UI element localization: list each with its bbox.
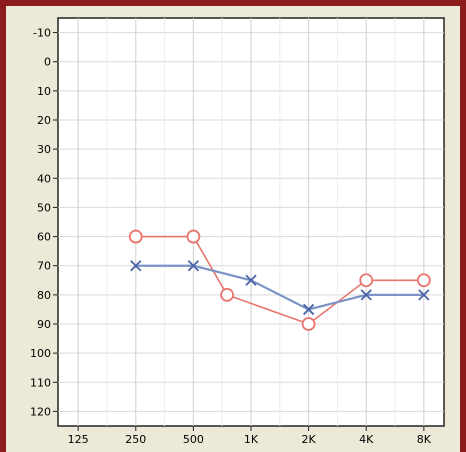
grid-lines: [58, 18, 444, 426]
y-tick-label: 0: [44, 56, 51, 69]
data-point-x: [360, 289, 372, 301]
y-tick-label: 70: [37, 260, 51, 273]
y-tick-label: 60: [37, 231, 51, 244]
y-axis: -10 0 10 20 30 40 50 60 70 80 90 100 110 120: [30, 27, 58, 418]
data-point-circle: [359, 273, 374, 288]
data-point-x: [187, 260, 200, 272]
y-tick-label: 80: [37, 289, 51, 302]
data-point-x: [245, 274, 257, 286]
data-point-circle: [301, 317, 316, 331]
data-point-circle: [186, 229, 201, 244]
series-line-1: [135, 235, 424, 325]
y-tick-label: 90: [37, 318, 51, 331]
y-tick-label: 100: [30, 347, 51, 360]
data-point-x: [418, 289, 430, 301]
x-tick-label: 1K: [244, 433, 259, 446]
x-axis: 125 250 500 1K 2K 4K 8K: [68, 426, 432, 446]
x-tick-label: 500: [183, 433, 204, 446]
x-tick-label: 250: [125, 433, 146, 446]
data-point-circle: [416, 273, 431, 288]
y-tick-label: 10: [37, 85, 51, 98]
x-tick-label: 4K: [359, 433, 374, 446]
data-point-circle: [220, 287, 234, 302]
y-tick-label: 120: [30, 405, 51, 418]
data-point-x: [130, 260, 142, 272]
x-tick-label: 2K: [302, 433, 317, 446]
y-tick-label: 20: [37, 114, 51, 127]
y-tick-label: 50: [37, 201, 51, 214]
x-tick-label: 125: [68, 433, 89, 446]
series-layer: [128, 229, 431, 331]
y-tick-label: 110: [30, 376, 51, 389]
series-line-2: [135, 264, 424, 311]
x-tick-label: 8K: [417, 433, 432, 446]
y-tick-label: 40: [37, 172, 51, 185]
data-point-x: [302, 303, 315, 316]
y-tick-label: 30: [37, 143, 51, 156]
data-point-circle: [128, 229, 143, 244]
y-tick-label: -10: [33, 27, 51, 40]
